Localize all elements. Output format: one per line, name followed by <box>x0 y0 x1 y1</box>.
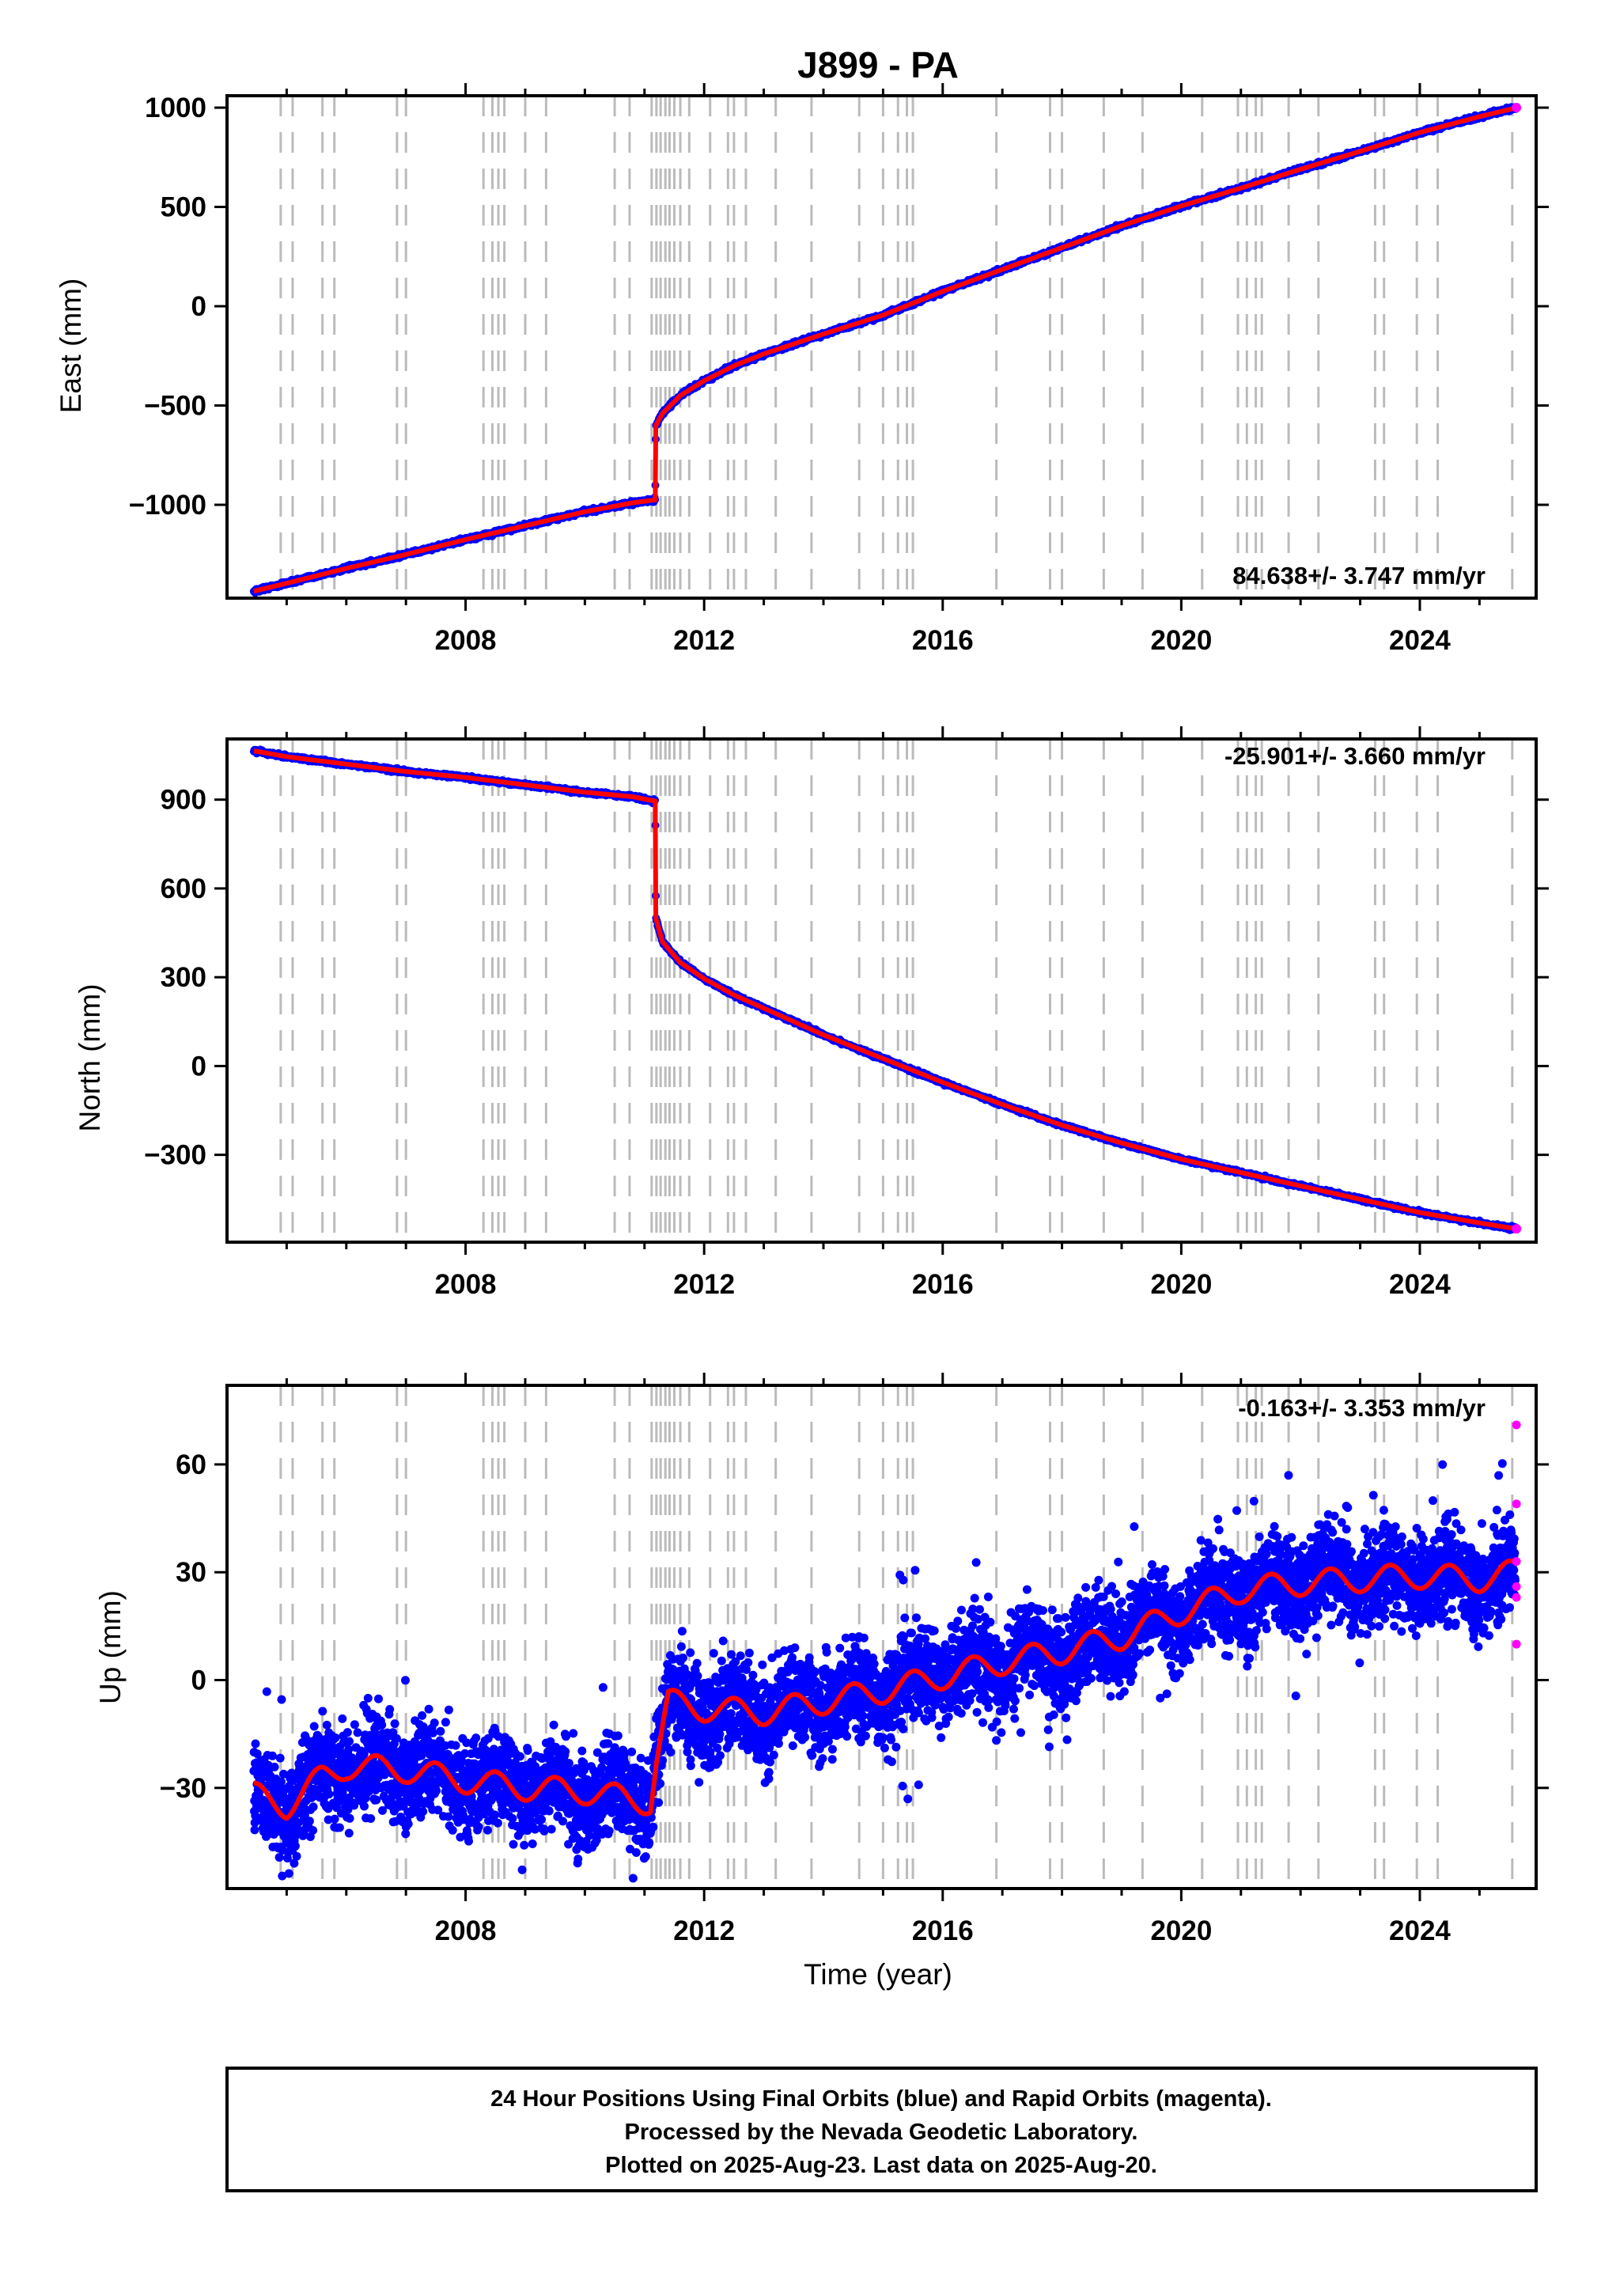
north-x-tick-label: 2016 <box>912 1269 974 1300</box>
up-x-tick-label: 2020 <box>1150 1915 1212 1946</box>
east-y-tick-label: 1000 <box>145 93 206 123</box>
north-y-tick-label: 900 <box>161 785 206 816</box>
north-y-tick-label: 0 <box>191 1051 206 1082</box>
north-y-tick-label: 300 <box>161 962 206 993</box>
north-x-tick-label: 2008 <box>435 1269 497 1300</box>
north-rate-label: -25.901+/- 3.660 mm/yr <box>1224 742 1486 770</box>
east-y-tick-label: 0 <box>191 291 206 322</box>
north-x-tick-label: 2012 <box>673 1269 735 1300</box>
up-panel: Up (mm) Time (year) 2008 2012 2016 2020 2024… <box>94 1373 1549 1991</box>
east-y-tick-label: −500 <box>144 391 206 422</box>
north-x-tick-label: 2024 <box>1389 1269 1451 1300</box>
north-y-tick-label: 600 <box>161 873 206 904</box>
north-x-tick-label: 2020 <box>1150 1269 1212 1300</box>
east-rapid-orbit-point <box>1512 103 1522 113</box>
up-rapid-orbit-point <box>1512 1582 1521 1591</box>
north-y-axis-label: North (mm) <box>74 983 106 1131</box>
up-rapid-orbit-point <box>1512 1557 1521 1567</box>
footer-line-1: 24 Hour Positions Using Final Orbits (bl… <box>490 2086 1272 2112</box>
up-y-tick-label: 60 <box>176 1449 206 1480</box>
up-rapid-orbit-point <box>1512 1420 1521 1430</box>
footer-line-3: Plotted on 2025-Aug-23. Last data on 202… <box>605 2153 1157 2178</box>
east-y-axis-label: East (mm) <box>55 278 87 414</box>
up-x-tick-label: 2012 <box>673 1915 735 1946</box>
up-points-path <box>249 1459 1520 1883</box>
up-y-tick-label: 0 <box>191 1665 206 1696</box>
up-frame <box>225 1384 1538 1890</box>
north-y-tick-label: −300 <box>144 1140 206 1171</box>
figure-title: J899 - PA <box>797 44 959 85</box>
up-rapid-orbit-point <box>1512 1639 1521 1649</box>
up-y-tick-label: 30 <box>176 1557 206 1588</box>
east-y-tick-label: −1000 <box>129 490 206 521</box>
up-x-tick-label: 2024 <box>1389 1915 1451 1946</box>
up-final-orbit-points <box>249 1459 1520 1883</box>
up-x-tick-label: 2008 <box>435 1915 497 1946</box>
up-rate-label: -0.163+/- 3.353 mm/yr <box>1238 1394 1486 1422</box>
up-y-tick-label: −30 <box>160 1773 206 1804</box>
east-x-tick-label: 2024 <box>1389 625 1451 656</box>
east-x-tick-label: 2020 <box>1150 625 1212 656</box>
east-y-tick-label: 500 <box>161 192 206 223</box>
footer-line-2: Processed by the Nevada Geodetic Laborat… <box>625 2120 1138 2145</box>
north-model-line <box>253 748 1517 1232</box>
up-model-line <box>252 1558 1517 1821</box>
north-rapid-orbit-point <box>1512 1224 1522 1234</box>
footer-box: 24 Hour Positions Using Final Orbits (bl… <box>225 2067 1538 2192</box>
east-panel: East (mm) 2008 2012 2016 2020 2024 −1000 −500 0… <box>55 83 1549 656</box>
east-model-line <box>253 105 1517 594</box>
x-axis-label: Time (year) <box>804 1958 952 1991</box>
north-frame <box>225 737 1538 1244</box>
up-rapid-orbit-point <box>1512 1499 1521 1509</box>
up-y-axis-label: Up (mm) <box>94 1590 127 1704</box>
east-x-tick-label: 2012 <box>673 625 735 656</box>
up-rapid-orbit-point <box>1512 1593 1521 1602</box>
up-x-tick-label: 2016 <box>912 1915 974 1946</box>
east-x-tick-label: 2008 <box>435 625 497 656</box>
east-rate-label: 84.638+/- 3.747 mm/yr <box>1232 562 1486 589</box>
east-x-tick-label: 2016 <box>912 625 974 656</box>
north-panel: North (mm) 2008 2012 2016 2020 2024 −300 0 300 6… <box>74 726 1549 1300</box>
east-frame <box>225 94 1538 600</box>
